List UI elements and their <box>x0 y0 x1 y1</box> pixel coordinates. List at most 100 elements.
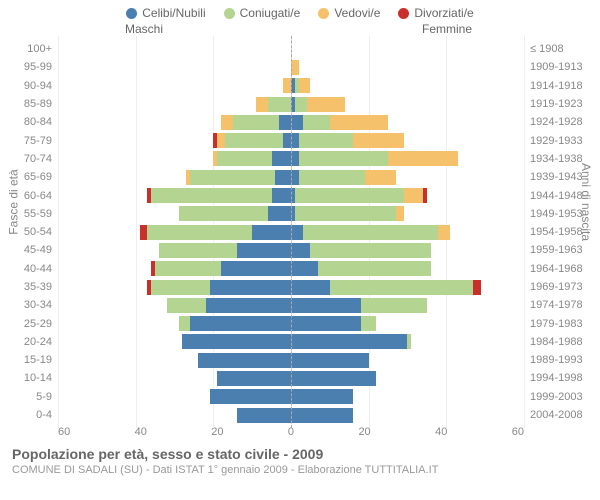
birth-label: ≤ 1908 <box>524 43 600 55</box>
age-label: 50-54 <box>0 226 58 238</box>
legend-label: Coniugati/e <box>240 6 301 20</box>
female-half <box>291 351 524 369</box>
bar-segment <box>303 225 439 240</box>
bar-segment <box>217 151 271 166</box>
pyramid-rows: 100+ ≤ 1908 95-99 1909-1913 90-94 1914-1… <box>0 22 600 424</box>
pyramid-row: 90-94 1914-1918 <box>0 77 600 95</box>
bar-segment <box>179 316 191 331</box>
birth-label: 1969-1973 <box>524 281 600 293</box>
chart-footer: Popolazione per età, sesso e stato civil… <box>0 438 600 476</box>
age-label: 40-44 <box>0 263 58 275</box>
bar-segment <box>279 115 291 130</box>
bar-segment <box>295 97 307 112</box>
population-pyramid: Fasce di età Anni di nascita Maschi Femm… <box>0 22 600 438</box>
bar-segment <box>361 316 377 331</box>
birth-label: 1914-1918 <box>524 80 600 92</box>
age-label: 65-69 <box>0 171 58 183</box>
pyramid-row: 80-84 1924-1928 <box>0 113 600 131</box>
male-half <box>58 333 291 351</box>
birth-label: 1924-1928 <box>524 116 600 128</box>
age-label: 45-49 <box>0 244 58 256</box>
bar-segment <box>275 170 291 185</box>
female-half <box>291 406 524 424</box>
male-half <box>58 95 291 113</box>
bar-segment <box>423 188 427 203</box>
bar-segment <box>291 334 407 349</box>
bar-segment <box>291 115 303 130</box>
male-half <box>58 186 291 204</box>
pyramid-row: 70-74 1934-1938 <box>0 150 600 168</box>
bar-segment <box>299 78 311 93</box>
age-label: 90-94 <box>0 80 58 92</box>
female-half <box>291 40 524 58</box>
x-tick: 20 <box>358 426 370 438</box>
bar-segment <box>206 298 291 313</box>
female-half <box>291 260 524 278</box>
pyramid-row: 20-24 1984-1988 <box>0 333 600 351</box>
male-half <box>58 260 291 278</box>
bar-segment <box>318 261 431 276</box>
male-half <box>58 168 291 186</box>
bar-segment <box>291 389 353 404</box>
bar-segment <box>361 298 427 313</box>
bar-segment <box>299 170 365 185</box>
legend-item: Coniugati/e <box>224 6 301 20</box>
age-label: 5-9 <box>0 391 58 403</box>
bar-segment <box>252 225 291 240</box>
chart-subtitle: COMUNE DI SADALI (SU) - Dati ISTAT 1° ge… <box>12 464 588 476</box>
birth-label: 1954-1958 <box>524 226 600 238</box>
bar-segment <box>151 188 271 203</box>
bar-segment <box>233 115 280 130</box>
age-label: 80-84 <box>0 116 58 128</box>
legend-swatch <box>224 8 235 19</box>
female-half <box>291 131 524 149</box>
x-tick: 60 <box>512 426 524 438</box>
bar-segment <box>198 353 291 368</box>
legend-item: Divorziati/e <box>398 6 473 20</box>
bar-segment <box>225 133 283 148</box>
age-label: 55-59 <box>0 208 58 220</box>
female-half <box>291 296 524 314</box>
age-label: 100+ <box>0 43 58 55</box>
pyramid-row: 10-14 1994-1998 <box>0 369 600 387</box>
female-half <box>291 95 524 113</box>
bar-segment <box>291 408 353 423</box>
pyramid-row: 0-4 2004-2008 <box>0 406 600 424</box>
age-label: 95-99 <box>0 61 58 73</box>
birth-label: 2004-2008 <box>524 409 600 421</box>
female-half <box>291 314 524 332</box>
age-label: 15-19 <box>0 354 58 366</box>
legend: Celibi/NubiliConiugati/eVedovi/eDivorzia… <box>0 0 600 22</box>
age-label: 25-29 <box>0 318 58 330</box>
bars-area: 100+ ≤ 1908 95-99 1909-1913 90-94 1914-1… <box>0 22 600 424</box>
bar-segment <box>237 408 291 423</box>
bar-segment <box>272 151 291 166</box>
bar-segment <box>291 60 299 75</box>
bar-segment <box>407 334 411 349</box>
bar-segment <box>237 243 291 258</box>
bar-segment <box>190 170 275 185</box>
bar-segment <box>159 243 237 258</box>
bar-segment <box>291 243 310 258</box>
bar-segment <box>217 371 291 386</box>
male-half <box>58 205 291 223</box>
birth-label: 1939-1943 <box>524 171 600 183</box>
pyramid-row: 55-59 1949-1953 <box>0 205 600 223</box>
pyramid-row: 95-99 1909-1913 <box>0 58 600 76</box>
bar-segment <box>310 243 430 258</box>
age-label: 60-64 <box>0 190 58 202</box>
bar-segment <box>291 225 303 240</box>
bar-segment <box>388 151 458 166</box>
bar-segment <box>365 170 396 185</box>
x-tick: 40 <box>135 426 147 438</box>
female-half <box>291 278 524 296</box>
bar-segment <box>295 206 396 221</box>
age-label: 20-24 <box>0 336 58 348</box>
bar-segment <box>291 298 361 313</box>
bar-segment <box>291 151 299 166</box>
female-half <box>291 223 524 241</box>
bar-segment <box>268 206 291 221</box>
birth-label: 1964-1968 <box>524 263 600 275</box>
bar-segment <box>307 97 346 112</box>
bar-segment <box>210 280 291 295</box>
